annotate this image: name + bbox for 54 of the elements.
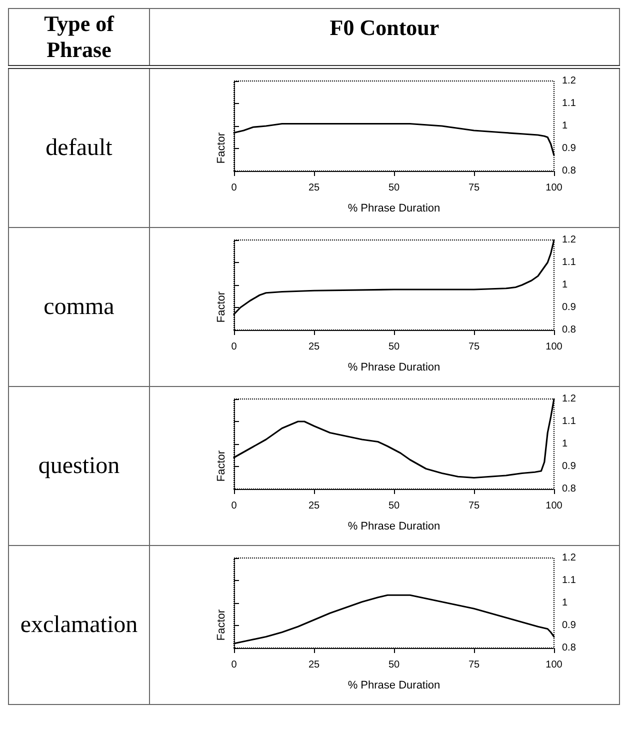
x-axis-title: % Phrase Duration	[348, 362, 440, 374]
text: comma	[8, 228, 150, 386]
y-tick-label: 1.1	[562, 98, 576, 109]
text: question	[8, 386, 150, 546]
x-tick-label: 50	[388, 182, 400, 194]
y-axis-title: Factor	[216, 132, 228, 164]
text: Type of Phrase	[8, 8, 150, 67]
y-tick-label: 0.9	[562, 461, 576, 472]
y-tick-label: 0.9	[562, 620, 576, 631]
y-tick-label: 1.2	[562, 234, 576, 246]
x-tick-label: 50	[388, 660, 400, 670]
x-tick-label: 75	[468, 660, 480, 670]
y-tick-label: 1	[562, 598, 568, 608]
x-tick-label: 100	[546, 182, 563, 194]
x-tick-label: 100	[546, 342, 563, 352]
y-tick-label: 0.9	[562, 143, 576, 154]
y-tick-label: 1.1	[562, 416, 576, 427]
y-axis-title: Factor	[216, 291, 228, 323]
y-tick-label: 1.2	[562, 552, 576, 564]
x-tick-label: 75	[468, 182, 480, 194]
text: F0 Contour	[150, 8, 620, 67]
x-tick-label: 100	[546, 660, 563, 670]
y-tick-label: 1	[562, 438, 568, 450]
y-tick-label: 0.8	[562, 166, 576, 176]
x-tick-label: 0	[231, 182, 238, 194]
y-tick-label: 0.8	[562, 484, 576, 494]
x-tick-label: 25	[308, 660, 320, 670]
y-tick-label: 1.2	[562, 76, 576, 86]
text: default	[8, 67, 150, 228]
x-tick-label: 25	[308, 500, 320, 512]
x-tick-label: 25	[308, 182, 320, 194]
y-tick-label: 1	[562, 120, 568, 132]
y-tick-label: 1.2	[562, 394, 576, 404]
x-tick-label: 0	[231, 500, 238, 512]
text: exclamation	[8, 546, 150, 704]
x-tick-label: 0	[231, 342, 238, 352]
y-tick-label: 1.1	[562, 575, 576, 586]
y-tick-label: 1	[562, 280, 568, 290]
y-tick-label: 0.8	[562, 324, 576, 336]
x-tick-label: 50	[388, 500, 400, 512]
x-tick-label: 75	[468, 342, 480, 352]
x-tick-label: 50	[388, 342, 400, 352]
y-tick-label: 0.8	[562, 642, 576, 654]
x-tick-label: 100	[546, 500, 563, 512]
y-axis-title: Factor	[216, 609, 228, 641]
x-tick-label: 25	[308, 342, 320, 352]
x-tick-label: 75	[468, 500, 480, 512]
y-tick-label: 0.9	[562, 302, 576, 313]
y-axis-title: Factor	[216, 450, 228, 482]
x-tick-label: 0	[231, 660, 238, 670]
x-axis-title: % Phrase Duration	[348, 680, 440, 692]
y-tick-label: 1.1	[562, 257, 576, 268]
x-axis-title: % Phrase Duration	[348, 520, 440, 532]
x-axis-title: % Phrase Duration	[348, 202, 440, 214]
